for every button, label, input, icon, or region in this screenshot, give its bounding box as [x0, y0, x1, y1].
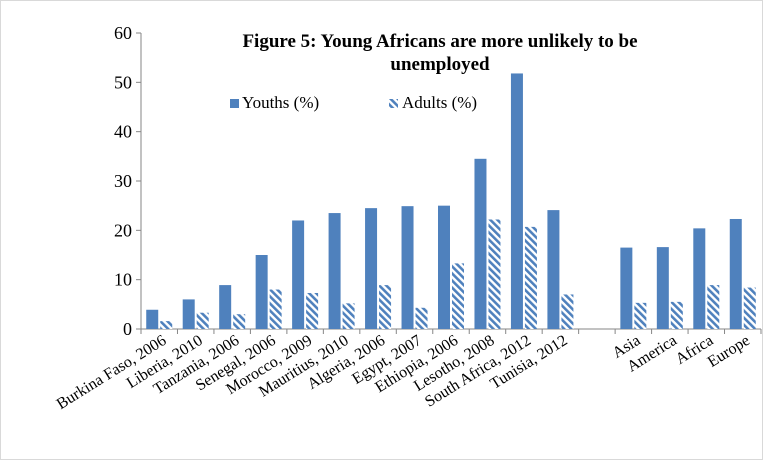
y-tick-label: 10	[114, 270, 132, 290]
bars-layer	[146, 73, 756, 329]
legend-swatch-adults	[389, 99, 398, 108]
bar-adults	[670, 301, 683, 329]
bar-adults	[524, 226, 537, 329]
bar-youths	[365, 208, 378, 329]
bar-adults	[634, 302, 647, 329]
bar-adults	[379, 285, 392, 329]
bar-adults	[233, 314, 246, 329]
y-tick-label: 50	[114, 72, 132, 92]
bar-youths	[328, 213, 341, 329]
legend-label-youths: Youths (%)	[242, 93, 319, 112]
chart-title-line-1: Figure 5: Young Africans are more unlike…	[242, 31, 637, 52]
x-category-label: Europe	[705, 332, 753, 371]
legend-swatch-youths	[230, 99, 239, 108]
bar-youths	[547, 210, 560, 329]
y-tick-label: 60	[114, 23, 132, 43]
y-tick-label: 40	[114, 122, 132, 142]
bar-youths	[729, 218, 742, 329]
bar-youths	[620, 247, 633, 329]
legend: Youths (%) Adults (%)	[230, 93, 477, 112]
bar-youths	[510, 73, 523, 329]
bar-adults	[306, 292, 319, 329]
bar-youths	[146, 309, 159, 329]
bar-youths	[693, 228, 706, 329]
bar-youths	[401, 206, 414, 329]
bar-adults	[342, 303, 355, 329]
y-tick-label: 20	[114, 220, 132, 240]
bar-adults	[269, 289, 282, 329]
bar-youths	[255, 255, 268, 329]
bar-youths	[474, 158, 487, 329]
bar-youths	[656, 247, 669, 329]
bar-adults	[415, 307, 428, 329]
legend-label-adults: Adults (%)	[402, 93, 477, 112]
bar-adults	[196, 312, 209, 329]
bar-adults	[488, 219, 501, 329]
bar-youths	[219, 285, 232, 329]
bar-adults	[160, 321, 173, 329]
bar-adults	[743, 287, 756, 329]
y-tick-label: 30	[114, 171, 132, 191]
chart-title-line-2: unemployed	[390, 54, 490, 75]
bar-adults	[707, 285, 720, 329]
bar-adults	[561, 294, 574, 329]
y-tick-label: 0	[123, 319, 132, 339]
bar-youths	[292, 220, 305, 329]
bar-youths	[438, 205, 450, 329]
bar-youths	[182, 299, 195, 329]
bar-adults	[452, 263, 464, 329]
